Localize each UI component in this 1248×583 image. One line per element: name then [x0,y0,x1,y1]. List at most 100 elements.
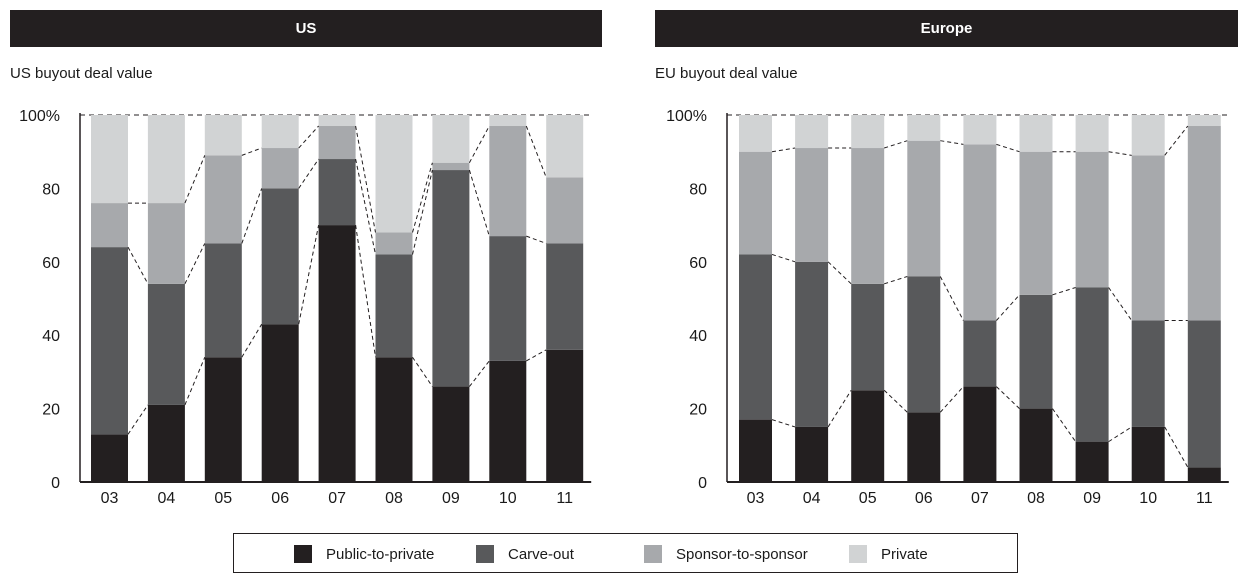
eu-bar-09-public-to-private [1075,441,1109,482]
eu-bar-10-sponsor-to-sponsor [1131,155,1165,321]
us-connector-line [184,243,206,285]
us-connector-line [184,357,206,406]
eu-bar-09-sponsor-to-sponsor [1075,151,1109,288]
eu-bar-03-public-to-private [739,419,772,482]
sponsor-to-sponsor-swatch [644,545,662,563]
eu-connector-line [884,276,908,285]
eu-bar-06-carve-out [907,276,941,413]
eu-x-tick-label: 05 [859,490,877,507]
us-bar-03-carve-out [91,247,128,435]
us-bar-11-private [546,115,584,178]
eu-connector-line [1108,287,1133,321]
us-bar-09-private [432,115,470,163]
us-bar-07-sponsor-to-sponsor [318,126,356,160]
us-connector-line [412,356,433,387]
eu-bar-07-private [963,115,997,145]
us-bar-08-sponsor-to-sponsor [375,232,413,255]
eu-y-tick-label: 20 [689,402,707,419]
legend-label: Private [881,545,928,563]
eu-connector-line [1108,426,1132,443]
us-bar-08-private [375,115,413,233]
eu-connector-line [884,140,908,149]
us-bar-11-carve-out [546,243,584,350]
us-connector-line [526,349,547,362]
eu-connector-line [771,147,796,153]
us-bar-06-sponsor-to-sponsor [261,148,299,189]
eu-bar-05-public-to-private [851,390,885,482]
eu-x-tick-label: 07 [971,490,989,507]
us-bar-07-public-to-private [318,225,356,482]
us-connector-line [412,169,433,255]
us-connector-line [127,404,149,435]
eu-connector-line [1052,287,1076,296]
eu-connector-line [827,261,852,285]
us-bar-06-public-to-private [261,324,299,482]
europe-panel-header-label: Europe [920,20,973,37]
us-bar-07-private [318,115,356,127]
us-connector-line [127,246,149,285]
us-bar-08-carve-out [375,254,413,358]
eu-connector-line [883,389,908,413]
legend-label: Sponsor-to-sponsor [676,545,808,563]
eu-connector-line [996,386,1020,409]
eu-bar-06-sponsor-to-sponsor [907,140,941,277]
eu-bar-07-carve-out [963,320,997,387]
eu-bar-09-private [1075,115,1109,152]
legend: Public-to-private Carve-out Sponsor-to-s… [233,533,1018,573]
eu-bar-08-sponsor-to-sponsor [1019,151,1053,295]
europe-panel-header: Europe [655,10,1238,47]
us-connector-line [184,155,206,204]
eu-connector-line [1164,426,1189,468]
eu-y-tick-label: 60 [689,255,707,272]
carve-out-swatch [476,545,494,563]
us-y-tick-label: 60 [42,255,60,272]
eu-bar-07-public-to-private [963,386,997,482]
eu-connector-line [940,140,964,145]
us-bar-04-public-to-private [147,404,185,482]
us-y-tick-label: 40 [42,328,60,345]
eu-bar-08-private [1019,115,1053,152]
eu-connector-line [1164,125,1189,156]
legend-item-public-to-private: Public-to-private [294,545,434,563]
eu-connector-line [939,276,964,321]
us-bar-05-carve-out [204,243,242,358]
eu-x-tick-label: 06 [915,490,933,507]
us-connector-line [298,125,319,149]
us-bar-06-carve-out [261,188,299,325]
us-x-tick-label: 05 [214,490,232,507]
us-x-tick-label: 08 [385,490,403,507]
eu-y-tick-label: 40 [689,328,707,345]
eu-connector-line [771,253,796,263]
eu-bar-07-sponsor-to-sponsor [963,144,997,321]
us-connector-line [355,125,376,233]
eu-x-tick-label: 08 [1027,490,1045,507]
us-connector-line [355,225,376,358]
us-bar-05-sponsor-to-sponsor [204,155,242,244]
eu-bar-08-public-to-private [1019,408,1053,482]
eu-x-tick-label: 09 [1083,490,1101,507]
eu-x-tick-label: 04 [803,490,821,507]
us-bar-11-sponsor-to-sponsor [546,177,584,244]
public-to-private-swatch [294,545,312,563]
private-swatch [849,545,867,563]
us-bar-10-sponsor-to-sponsor [489,126,527,237]
us-bar-04-private [147,115,185,204]
eu-connector-line [996,143,1020,153]
legend-label: Carve-out [508,545,574,563]
us-connector-line [298,158,320,189]
eu-bar-03-carve-out [739,254,772,420]
eu-bar-06-private [907,115,941,141]
us-bar-03-private [91,115,128,204]
us-bar-10-private [489,115,527,127]
us-y-tick-label: 100% [19,108,60,125]
us-bar-06-private [261,115,299,149]
eu-bar-03-private [739,115,772,152]
eu-bar-11-carve-out [1187,320,1221,468]
eu-connector-line [1052,408,1077,442]
us-connector-line [241,147,262,156]
eu-bar-05-sponsor-to-sponsor [851,148,885,284]
eu-x-tick-label: 10 [1139,490,1157,507]
legend-label: Public-to-private [326,545,435,563]
eu-connector-line [771,419,796,428]
legend-item-carve-out: Carve-out [476,545,574,563]
